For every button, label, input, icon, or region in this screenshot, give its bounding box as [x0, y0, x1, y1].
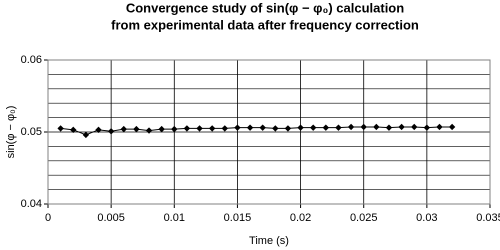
data-point — [284, 125, 292, 132]
data-point — [373, 123, 380, 131]
chart-subtitle: from experimental data after frequency c… — [111, 17, 419, 32]
data-point — [208, 125, 216, 132]
data-point — [335, 124, 342, 131]
data-point — [70, 126, 77, 134]
data-point — [107, 128, 115, 135]
data-point — [145, 127, 153, 134]
x-tick-label: 0.01 — [164, 212, 185, 224]
y-tick-label: 0.05 — [21, 126, 42, 138]
x-axis-label: Time (s) — [249, 235, 289, 247]
x-tick-label: 0.005 — [97, 212, 125, 224]
data-point — [272, 125, 279, 132]
y-axis-label: sin(φ − φ₀) — [5, 106, 17, 159]
data-point — [385, 124, 393, 131]
y-tick-label: 0.04 — [21, 198, 42, 210]
data-point — [57, 125, 64, 132]
data-point — [82, 131, 90, 139]
data-point — [95, 126, 102, 134]
x-tick-label: 0.03 — [416, 212, 437, 224]
data-point — [196, 125, 203, 132]
x-tick-label: 0.035 — [476, 212, 500, 224]
x-tick-label: 0.015 — [224, 212, 252, 224]
data-point — [448, 123, 456, 131]
data-point — [120, 125, 127, 133]
data-point — [158, 125, 165, 133]
series-line — [60, 126, 453, 136]
data-point — [360, 123, 367, 131]
data-point — [322, 124, 330, 131]
x-tick-label: 0 — [45, 212, 51, 224]
data-point — [183, 125, 191, 132]
data-point — [310, 124, 317, 131]
data-point — [411, 123, 418, 131]
x-tick-label: 0.02 — [290, 212, 311, 224]
data-point — [259, 124, 266, 131]
data-point — [297, 124, 304, 131]
data-point — [423, 124, 431, 131]
data-point — [171, 125, 178, 133]
data-point — [398, 123, 405, 131]
y-tick-label: 0.06 — [21, 54, 42, 66]
data-point — [221, 125, 228, 132]
data-point — [436, 123, 443, 131]
plot-border — [47, 59, 491, 205]
x-tick-label: 0.025 — [350, 212, 378, 224]
data-point — [246, 124, 254, 131]
chart-title: Convergence study of sin(φ − φ₀) calcula… — [126, 0, 404, 15]
data-point — [347, 123, 355, 131]
data-point — [133, 125, 140, 133]
data-point — [234, 124, 241, 131]
